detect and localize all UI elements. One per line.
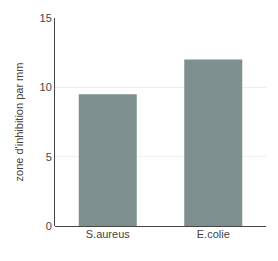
svg-text:zone d'inhibition par mm: zone d'inhibition par mm [13,63,25,182]
svg-text:5: 5 [46,151,52,163]
svg-text:15: 15 [40,12,52,24]
svg-text:E.colie: E.colie [197,228,230,240]
svg-text:10: 10 [40,81,52,93]
svg-text:S.aureus: S.aureus [86,228,131,240]
svg-text:0: 0 [46,220,52,232]
